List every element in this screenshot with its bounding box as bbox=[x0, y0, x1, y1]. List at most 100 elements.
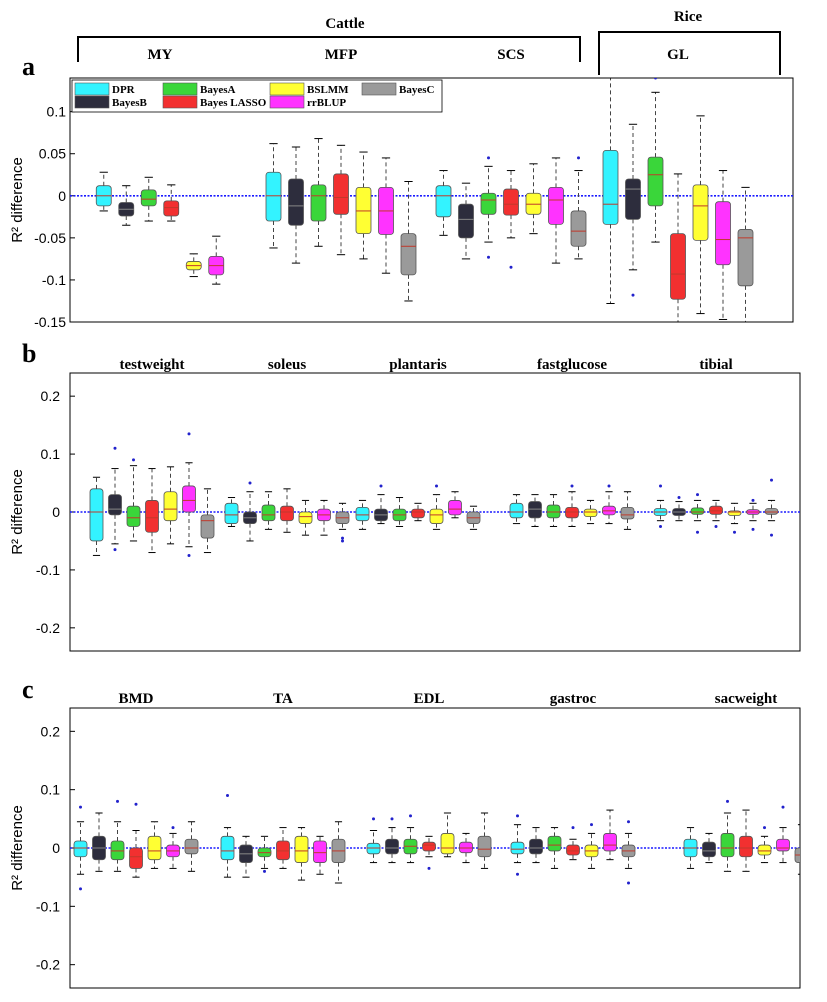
y-tick-label: 0.2 bbox=[41, 723, 61, 739]
outlier-point bbox=[341, 539, 344, 543]
box-body bbox=[670, 233, 686, 300]
panel-letter-b: b bbox=[22, 339, 36, 368]
legend-label: BayesC bbox=[399, 84, 435, 96]
group-label-gastroc: gastroc bbox=[550, 691, 597, 707]
box-body bbox=[366, 842, 381, 855]
legend-swatch bbox=[162, 95, 198, 109]
panel-letter-a: a bbox=[22, 52, 35, 81]
box-testweight-rrblup bbox=[182, 432, 196, 557]
box-body bbox=[182, 485, 196, 513]
box-tibial-bayesa bbox=[690, 493, 705, 534]
legend-label: BSLMM bbox=[307, 84, 349, 96]
panel-a-chart: 0.1 0.05 0 -0.05 -0.1 -0.15 R² difference MY MFP… bbox=[9, 47, 794, 330]
outlier-point bbox=[116, 799, 119, 803]
box-body bbox=[440, 833, 455, 855]
box-body bbox=[200, 514, 215, 539]
box-body bbox=[547, 835, 562, 852]
outlier-point bbox=[171, 826, 175, 830]
group-label-gl: GL bbox=[667, 47, 689, 63]
box-plantaris-bayesc bbox=[466, 505, 481, 530]
y-tick-label: -0.2 bbox=[36, 620, 60, 636]
outlier-point bbox=[132, 458, 135, 462]
box-body bbox=[411, 508, 425, 519]
box-sacweight-bayes-lasso bbox=[739, 809, 753, 872]
y-tick-label: -0.1 bbox=[42, 272, 66, 288]
outlier-point bbox=[226, 794, 229, 797]
legend-item-bayesb: BayesB bbox=[74, 95, 148, 109]
group-label-plantaris: plantaris bbox=[389, 357, 447, 373]
outlier-point bbox=[590, 823, 593, 827]
outlier-point bbox=[187, 553, 191, 557]
box-tibial-rrblup bbox=[746, 498, 760, 531]
y-tick-label: -0.1 bbox=[36, 898, 60, 914]
group-label-testweight: testweight bbox=[120, 357, 185, 373]
box-gl-bayesb bbox=[625, 123, 641, 297]
box-gastroc-bslmm bbox=[584, 823, 599, 869]
outlier-point bbox=[79, 887, 82, 891]
box-body bbox=[220, 835, 235, 861]
y-tick-label: 0 bbox=[58, 188, 66, 204]
box-fastglucose-rrblup bbox=[602, 484, 616, 525]
legend-item-bayesc: BayesC bbox=[361, 82, 435, 96]
box-mfp-rrblup bbox=[378, 157, 394, 274]
legend-label: BayesB bbox=[112, 97, 148, 109]
outlier-point bbox=[714, 524, 718, 528]
outlier-point bbox=[134, 802, 138, 806]
rice-header: Rice bbox=[674, 9, 703, 25]
group-label-sacweight: sacweight bbox=[715, 691, 778, 707]
box-body bbox=[458, 203, 474, 239]
box-body bbox=[294, 835, 309, 863]
box-gastroc-bayesa bbox=[547, 827, 562, 869]
box-scs-bayes-lasso bbox=[503, 170, 519, 269]
y-tick-label: -0.1 bbox=[36, 562, 60, 578]
legend-swatch bbox=[269, 82, 305, 96]
box-gl-bslmm bbox=[692, 115, 709, 315]
box-soleus-rrblup bbox=[317, 499, 331, 536]
outlier-point bbox=[770, 478, 773, 482]
box-bmd-bayesb bbox=[92, 812, 106, 872]
box-body bbox=[184, 838, 199, 855]
box-body bbox=[261, 504, 276, 522]
box-gl-bayesa bbox=[647, 78, 664, 243]
rice-bracket bbox=[598, 31, 781, 75]
box-body bbox=[163, 491, 178, 522]
box-edl-bayesc bbox=[477, 812, 492, 869]
cattle-header: Cattle bbox=[325, 16, 364, 32]
box-body bbox=[108, 494, 122, 516]
box-ta-rrblup bbox=[313, 835, 327, 875]
group-label-edl: EDL bbox=[414, 691, 445, 707]
box-scs-dpr bbox=[435, 170, 452, 236]
box-testweight-bayesb bbox=[108, 446, 122, 552]
outlier-point bbox=[516, 814, 519, 818]
y-tick-label: 0.05 bbox=[39, 146, 66, 162]
plot-frame bbox=[69, 77, 794, 323]
box-edl-bslmm bbox=[440, 812, 455, 858]
outlier-point bbox=[509, 265, 513, 269]
y-tick-label: 0 bbox=[52, 840, 60, 856]
box-fastglucose-bayesc bbox=[620, 491, 635, 530]
outlier-point bbox=[516, 872, 519, 876]
group-label-soleus: soleus bbox=[268, 357, 307, 373]
box-mfp-dpr bbox=[265, 143, 282, 249]
outlier-point bbox=[570, 484, 574, 488]
box-body bbox=[709, 505, 723, 515]
box-bmd-rrblup bbox=[166, 826, 180, 869]
outlier-point bbox=[341, 536, 344, 540]
y-tick-label: 0.1 bbox=[47, 104, 67, 120]
group-label-fastglucose: fastglucose bbox=[537, 357, 607, 373]
box-soleus-bayesc bbox=[335, 502, 350, 543]
outlier-point bbox=[631, 293, 635, 297]
group-label-bmd: BMD bbox=[119, 691, 154, 707]
box-my-dpr bbox=[95, 171, 112, 212]
box-scs-rrblup bbox=[548, 157, 564, 264]
box-body bbox=[448, 500, 462, 516]
box-ta-dpr bbox=[220, 794, 235, 878]
box-gastroc-bayesc bbox=[621, 820, 636, 885]
box-testweight-bslmm bbox=[163, 466, 178, 545]
box-ta-bayesb bbox=[239, 835, 253, 878]
group-label-tibial: tibial bbox=[699, 357, 732, 373]
box-body bbox=[548, 186, 564, 225]
outlier-point bbox=[372, 817, 375, 821]
